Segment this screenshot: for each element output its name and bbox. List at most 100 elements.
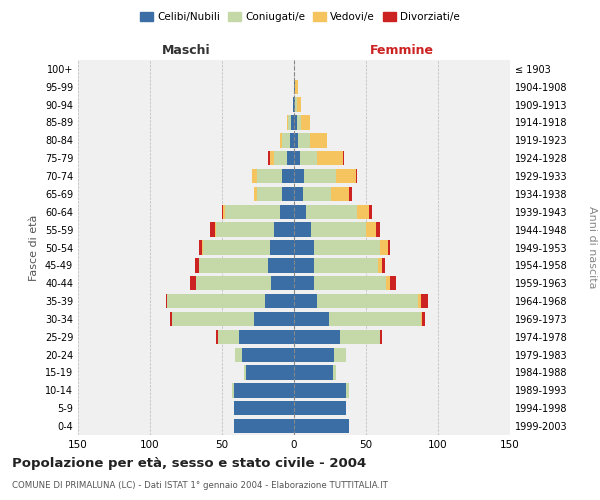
Bar <box>294 116 297 130</box>
Bar <box>388 240 391 254</box>
Bar <box>297 116 301 130</box>
Bar <box>317 151 343 166</box>
Bar <box>294 348 334 362</box>
Bar <box>244 366 247 380</box>
Bar <box>356 169 358 183</box>
Bar <box>302 187 331 201</box>
Bar <box>421 312 422 326</box>
Bar <box>222 204 223 219</box>
Bar <box>340 330 380 344</box>
Bar <box>380 330 382 344</box>
Text: COMUNE DI PRIMALUNA (LC) - Dati ISTAT 1° gennaio 2004 - Elaborazione TUTTITALIA.: COMUNE DI PRIMALUNA (LC) - Dati ISTAT 1°… <box>12 481 388 490</box>
Bar <box>305 204 358 219</box>
Bar <box>257 187 283 201</box>
Bar <box>294 330 340 344</box>
Bar <box>291 116 294 130</box>
Bar <box>329 312 421 326</box>
Bar <box>422 312 425 326</box>
Bar <box>166 294 167 308</box>
Bar <box>287 151 294 166</box>
Bar <box>283 169 294 183</box>
Bar <box>294 366 333 380</box>
Y-axis label: Fasce di età: Fasce di età <box>29 214 39 280</box>
Bar <box>314 276 386 290</box>
Bar <box>418 294 421 308</box>
Bar <box>294 276 314 290</box>
Text: Popolazione per età, sesso e stato civile - 2004: Popolazione per età, sesso e stato civil… <box>12 458 366 470</box>
Bar <box>225 204 280 219</box>
Bar <box>257 169 283 183</box>
Bar <box>300 151 317 166</box>
Bar <box>170 312 172 326</box>
Bar <box>268 258 294 272</box>
Bar <box>233 401 294 415</box>
Bar <box>218 330 239 344</box>
Bar <box>346 383 349 398</box>
Bar <box>274 151 287 166</box>
Bar <box>386 276 391 290</box>
Bar <box>294 312 329 326</box>
Bar <box>297 98 301 112</box>
Bar <box>233 383 294 398</box>
Bar <box>294 98 295 112</box>
Bar <box>294 133 298 148</box>
Bar <box>294 222 311 237</box>
Bar <box>301 116 310 130</box>
Text: Femmine: Femmine <box>370 44 434 58</box>
Bar <box>215 222 216 237</box>
Bar <box>233 419 294 433</box>
Bar <box>317 294 418 308</box>
Bar <box>242 348 294 362</box>
Bar <box>196 276 271 290</box>
Bar <box>265 294 294 308</box>
Bar <box>269 151 274 166</box>
Bar <box>190 276 196 290</box>
Bar <box>232 383 233 398</box>
Bar <box>223 204 225 219</box>
Bar <box>167 294 265 308</box>
Bar <box>283 133 290 148</box>
Bar <box>298 133 310 148</box>
Bar <box>252 169 257 183</box>
Bar <box>294 187 302 201</box>
Bar <box>235 348 242 362</box>
Bar <box>391 276 396 290</box>
Bar <box>334 348 346 362</box>
Bar <box>274 222 294 237</box>
Bar <box>294 80 295 94</box>
Bar <box>294 294 317 308</box>
Bar <box>376 222 380 237</box>
Bar <box>269 240 294 254</box>
Bar <box>194 258 199 272</box>
Legend: Celibi/Nubili, Coniugati/e, Vedovi/e, Divorziati/e: Celibi/Nubili, Coniugati/e, Vedovi/e, Di… <box>136 8 464 26</box>
Bar <box>310 133 327 148</box>
Bar <box>336 169 356 183</box>
Bar <box>216 330 218 344</box>
Bar <box>294 419 349 433</box>
Bar <box>421 294 428 308</box>
Bar <box>295 80 298 94</box>
Bar <box>294 151 300 166</box>
Bar <box>343 151 344 166</box>
Bar <box>287 116 288 130</box>
Bar <box>247 366 294 380</box>
Bar <box>331 187 349 201</box>
Bar <box>254 312 294 326</box>
Bar <box>314 258 377 272</box>
Bar <box>239 330 294 344</box>
Bar <box>333 366 336 380</box>
Bar <box>290 133 294 148</box>
Bar <box>216 222 274 237</box>
Bar <box>172 312 254 326</box>
Bar <box>288 116 291 130</box>
Bar <box>311 222 366 237</box>
Bar <box>349 187 352 201</box>
Bar <box>202 240 203 254</box>
Bar <box>314 240 380 254</box>
Y-axis label: Anni di nascita: Anni di nascita <box>587 206 597 289</box>
Bar <box>280 133 283 148</box>
Bar <box>295 98 297 112</box>
Bar <box>271 276 294 290</box>
Text: Maschi: Maschi <box>161 44 211 58</box>
Bar <box>203 240 269 254</box>
